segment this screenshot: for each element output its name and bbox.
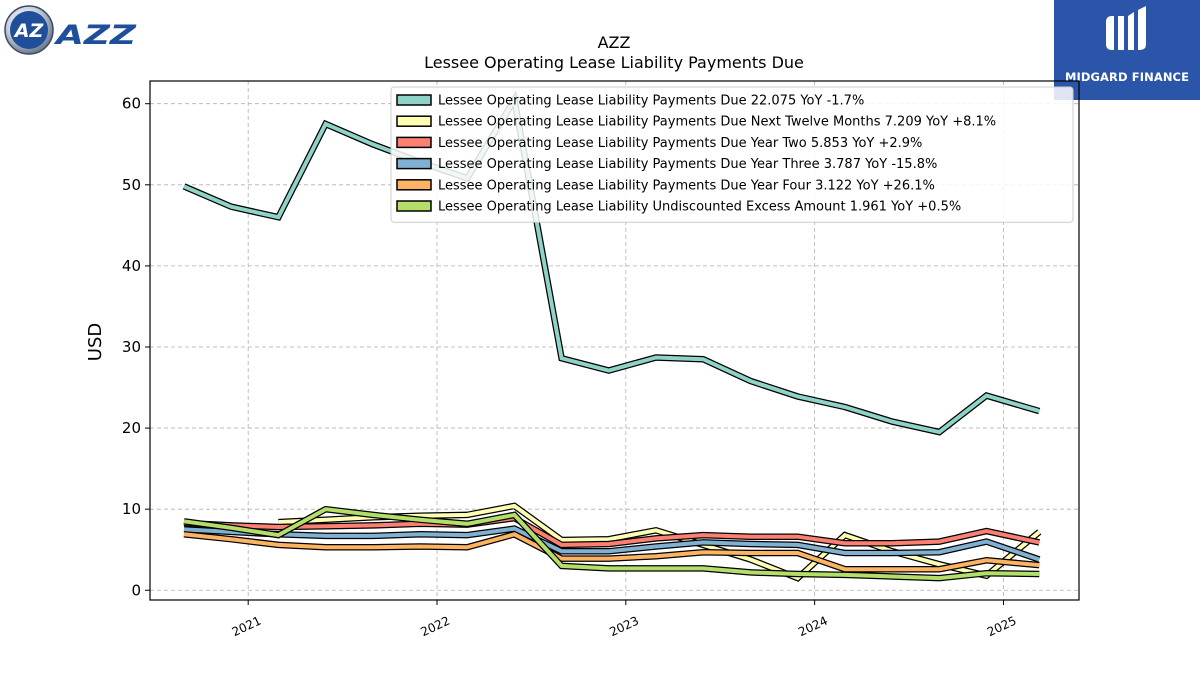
y-tick-label: 40 [122, 257, 141, 275]
chart-title: AZZ [598, 33, 631, 52]
legend-swatch [396, 94, 432, 106]
y-axis-label: USD [85, 323, 106, 361]
legend-entry: Lessee Operating Lease Liability Payment… [438, 115, 996, 130]
midgard-finance-text: MIDGARD FINANCE [1064, 70, 1190, 84]
svg-text:AZ: AZ [13, 20, 45, 42]
legend-entry: Lessee Operating Lease Liability Payment… [438, 136, 922, 151]
y-tick-label: 50 [122, 176, 141, 194]
x-tick-label: 2023 [607, 614, 641, 640]
y-tick-label: 0 [131, 581, 141, 599]
x-tick-label: 2025 [985, 614, 1019, 640]
legend-entry: Lessee Operating Lease Liability Payment… [438, 94, 864, 109]
legend: Lessee Operating Lease Liability Payment… [390, 86, 1074, 223]
legend-box [390, 86, 1074, 223]
legend-swatch [396, 115, 432, 127]
midgard-finance-logo: MIDGARD FINANCE [1054, 0, 1200, 100]
x-tick-label: 2024 [796, 614, 830, 640]
y-tick-label: 20 [122, 419, 141, 437]
y-tick-label: 30 [122, 338, 141, 356]
series-line-4 [183, 526, 1040, 562]
y-tick-label: 10 [122, 500, 141, 518]
azz-logo-text: AZZ [53, 20, 136, 51]
legend-swatch [396, 200, 432, 212]
x-tick-label: 2022 [419, 614, 453, 640]
legend-entry: Lessee Operating Lease Liability Undisco… [438, 200, 961, 215]
series-lines [182, 90, 1042, 582]
x-tick-label: 2021 [230, 614, 264, 640]
y-tick-label: 60 [122, 95, 141, 113]
series-line-3 [183, 516, 1040, 547]
series-line-5 [183, 532, 1040, 572]
legend-swatch [396, 157, 432, 170]
legend-entry: Lessee Operating Lease Liability Payment… [438, 178, 935, 193]
series-line-6 [183, 507, 1040, 581]
plot-frame [149, 80, 1080, 601]
legend-entry: Lessee Operating Lease Liability Payment… [438, 157, 937, 172]
series-line-1 [183, 94, 1040, 435]
azz-logo: AZ AZZ [4, 4, 139, 58]
legend-swatch [396, 136, 432, 149]
legend-swatch [396, 179, 432, 191]
chart-subtitle: Lessee Operating Lease Liability Payment… [424, 53, 804, 72]
